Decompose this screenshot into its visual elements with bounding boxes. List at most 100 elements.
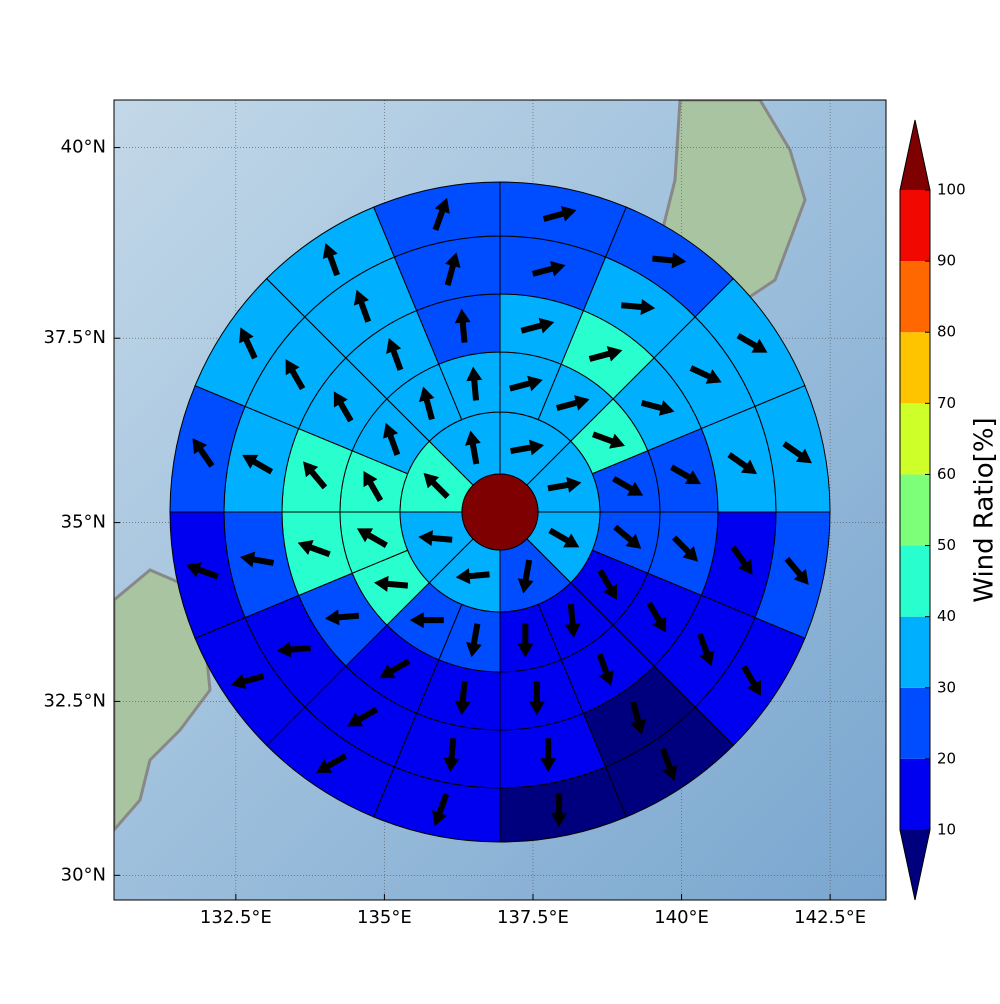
colorbar-band <box>900 687 930 759</box>
colorbar-tick-label: 100 <box>937 181 966 199</box>
wind-arrow <box>432 197 450 231</box>
colorbar-band <box>900 616 930 688</box>
ticks: 132.5°E 135°E 137.5°E 140°E 142.5°E 30°N 32.5°… <box>43 137 866 928</box>
wind-arrow <box>689 365 722 384</box>
wind-arrow <box>347 706 379 727</box>
colorbar-over <box>900 120 930 190</box>
x-tick-label: 135°E <box>357 907 412 928</box>
wind-arrow <box>782 441 812 464</box>
wind-arrow <box>379 658 411 679</box>
wind-arrow <box>423 472 450 500</box>
wind-arrow <box>466 623 482 658</box>
wind-arrow <box>697 633 715 667</box>
colorbar-label: Wind Ratio[%] <box>970 417 1000 602</box>
wind-arrow <box>547 477 582 493</box>
wind-arrow <box>297 539 331 558</box>
x-tick-label: 132.5°E <box>200 907 272 928</box>
wind-arrow <box>542 206 577 222</box>
wind-arrow <box>455 568 490 585</box>
wind-arrow <box>185 562 219 580</box>
x-tick-label: 140°E <box>654 907 709 928</box>
colorbar-band <box>900 474 930 546</box>
colorbar-band <box>900 545 930 617</box>
land <box>114 568 212 833</box>
axes-frame <box>113 99 887 901</box>
colorbar-band <box>900 261 930 333</box>
x-tick-label: 137.5°E <box>497 907 569 928</box>
colorbar-tick-label: 30 <box>937 678 956 696</box>
wind-arrow <box>454 681 471 716</box>
wind-arrow <box>419 386 435 421</box>
y-tick-label: 32.5°N <box>43 690 106 711</box>
wind-arrow <box>509 375 543 392</box>
colorbar-tick-label: 90 <box>937 252 956 270</box>
wind-arrow <box>597 568 618 600</box>
colorbar-band <box>900 758 930 830</box>
colorbar-band <box>900 190 930 262</box>
wind-arrow <box>444 252 461 286</box>
wind-arrow <box>517 559 534 594</box>
colorbar-tick-label: 20 <box>937 749 956 767</box>
colorbar: 10 20 30 40 50 60 70 80 90 100 <box>899 119 966 901</box>
wind-arrow <box>409 612 444 629</box>
wind-arrow <box>466 366 483 401</box>
wind-arrow <box>465 430 481 465</box>
wind-arrow <box>670 464 701 485</box>
wind-arrow <box>517 623 534 658</box>
y-tick-label: 35°N <box>61 512 106 533</box>
colorbar-tick-label: 40 <box>937 607 956 625</box>
colorbar-band <box>900 332 930 404</box>
wind-arrow <box>454 308 471 343</box>
wind-arrow <box>432 793 450 827</box>
wind-arrow <box>373 575 409 592</box>
wind-arrow <box>443 738 460 773</box>
colorbar-tick-label: 50 <box>937 536 956 554</box>
wind-arrow <box>784 556 809 585</box>
wind-arrow <box>242 454 274 475</box>
wind-arrow <box>630 701 646 735</box>
arrows <box>185 197 812 828</box>
colorbar-band <box>900 403 930 475</box>
wind-arrow <box>356 528 388 548</box>
wind-arrow <box>613 524 642 549</box>
wind-arrow <box>353 289 372 323</box>
wind-arrow <box>727 452 757 475</box>
wind-arrow <box>240 551 275 568</box>
wind-arrow <box>230 673 265 690</box>
wind-arrow <box>333 391 354 423</box>
wind-arrow <box>652 252 687 269</box>
wind-arrow <box>548 527 580 548</box>
y-tick-label: 30°N <box>61 864 106 885</box>
wind-arrow <box>660 747 678 781</box>
wind-arrow <box>612 476 644 496</box>
wind-arrow <box>386 337 404 371</box>
colorbar-under <box>900 830 930 900</box>
wind-arrow <box>324 609 360 626</box>
y-tick-label: 40°N <box>61 137 106 158</box>
wind-arrow <box>596 653 614 687</box>
wind-arrow <box>741 664 761 696</box>
wind-arrow <box>540 738 557 773</box>
wind-arrow <box>646 601 667 633</box>
wind-arrow <box>528 681 545 716</box>
wind-arrow <box>555 395 590 411</box>
wind-arrow <box>383 422 401 456</box>
wind-arrow <box>621 299 656 315</box>
colorbar-tick-label: 80 <box>937 323 956 341</box>
wind-arrow <box>551 793 568 828</box>
wind-arrow <box>276 641 311 658</box>
wind-arrow <box>520 317 555 334</box>
wind-arrow <box>671 535 699 562</box>
wind-arrow <box>316 753 348 773</box>
wind-arrow <box>418 530 453 547</box>
center-disk <box>461 473 539 551</box>
wind-arrow <box>322 243 340 277</box>
y-tick-label: 37.5°N <box>43 327 106 348</box>
wind-arrow <box>736 333 768 353</box>
sectors <box>169 181 831 843</box>
wind-arrow <box>588 346 623 362</box>
wind-arrow <box>531 260 566 277</box>
wind-arrow <box>640 399 675 416</box>
wind-arrow <box>303 461 328 490</box>
